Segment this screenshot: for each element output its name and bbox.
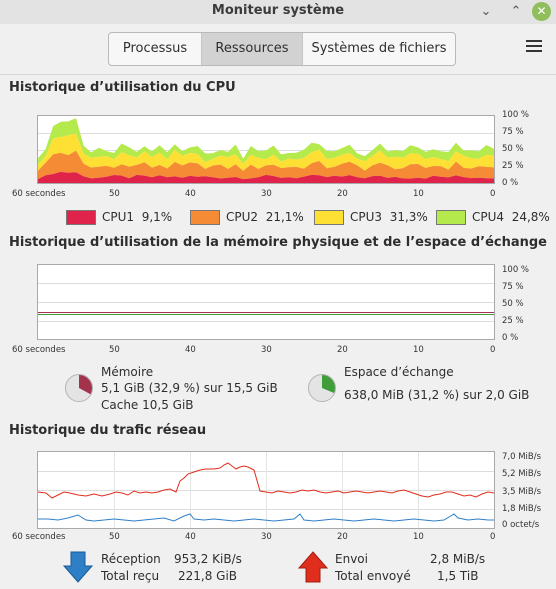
memory-y-tick: 25 % [502,316,524,326]
cpu3-color-swatch[interactable] [314,209,344,225]
total-received-label: Total reçu [101,569,160,583]
cpu-y-tick: 75 % [502,127,524,137]
tab-systemes-de-fichiers[interactable]: Systèmes de fichiers [311,41,447,56]
memory-y-tick: 0 % [502,333,519,343]
memory-y-tick: 50 % [502,299,524,309]
cpu-history-plot [38,118,494,183]
tab-processus[interactable]: Processus [109,33,202,65]
cpu-y-tick: 0 % [502,178,519,188]
hamburger-menu-icon[interactable] [526,40,542,54]
window-title: Moniteur système [211,3,345,18]
send-rate-line [38,462,494,499]
cpu4-legend[interactable]: CPU4 24,8% [436,208,550,226]
cpu-x-tick: 10 [413,189,424,199]
maximize-button[interactable]: ⌃ [510,4,522,19]
network-x-tick: 0 [490,532,496,542]
cpu2-color-swatch[interactable] [190,209,220,225]
receive-rate-line [38,513,494,522]
cpu4-color-swatch[interactable] [436,209,466,225]
network-y-tick: 3,5 MiB/s [502,487,542,497]
memory-pie-icon[interactable] [64,373,94,403]
network-y-tick: 5,2 MiB/s [502,469,542,479]
swap-pie-icon[interactable] [307,373,337,403]
memory-x-tick: 40 [185,345,196,355]
cpu1-color-swatch[interactable] [66,209,96,225]
memory-x-tick: 50 [109,345,120,355]
cpu2-value: 21,1% [265,210,304,224]
cpu2-area [38,150,494,180]
cpu-y-tick: 100 % [502,110,530,120]
receive-label: Réception [101,552,161,566]
network-x-tick: 20 [337,532,348,542]
network-y-tick: 0 octet/s [502,520,540,530]
send-arrow-icon[interactable] [298,551,328,583]
total-sent-value: 1,5 TiB [437,569,479,583]
total-sent-label: Total envoyé [335,569,411,583]
cpu1-legend[interactable]: CPU1 9,1% [66,208,172,226]
network-x-tick: 10 [413,532,424,542]
network-x-tick: 40 [185,532,196,542]
memory-x-tick: 10 [413,345,424,355]
cpu3-legend[interactable]: CPU3 31,3% [314,208,428,226]
network-history-plot [38,462,494,522]
network-y-tick: 1,8 MiB/s [502,504,542,514]
cpu-y-tick: 50 % [502,144,524,154]
memory-label: Mémoire [101,365,154,379]
network-y-tick: 7,0 MiB/s [502,452,542,462]
swap-label: Espace d’échange [344,365,454,379]
network-x-tick: 50 [109,532,120,542]
view-switcher: Processus Ressources Systèmes de fichier… [108,32,456,66]
network-x-tick: 60 secondes [12,532,66,542]
cpu-graph [37,115,495,184]
close-button[interactable]: ✕ [532,2,551,21]
memory-usage-line [38,312,494,313]
cpu-x-tick: 20 [337,189,348,199]
memory-x-tick: 60 secondes [12,345,66,355]
cpu-x-tick: 0 [490,189,496,199]
memory-y-tick: 100 % [502,265,530,275]
title-bar[interactable]: Moniteur système ⌄ ⌃ ✕ [0,0,556,24]
cpu-x-tick: 40 [185,189,196,199]
send-label: Envoi [335,552,368,566]
cpu-x-tick: 60 secondes [12,189,66,199]
total-received-value: 221,8 GiB [178,569,238,583]
cpu-y-tick: 25 % [502,161,524,171]
network-x-tick: 30 [261,532,272,542]
swap-usage-line [38,314,494,315]
cpu4-label: CPU4 [472,210,505,224]
minimize-button[interactable]: ⌄ [480,4,492,19]
receive-rate: 953,2 KiB/s [174,552,242,566]
header-separator [0,74,556,75]
cpu4-area [38,118,494,165]
swap-usage-text: 638,0 MiB (31,2 %) sur 2,0 GiB [344,388,530,402]
memory-graph [37,264,495,340]
receive-arrow-icon[interactable] [63,551,93,583]
cpu3-value: 31,3% [389,210,428,224]
cpu3-label: CPU3 [350,210,383,224]
cpu-x-tick: 30 [261,189,272,199]
cpu4-value: 24,8% [511,210,550,224]
memory-usage-text: 5,1 GiB (32,9 %) sur 15,5 GiB [101,381,278,395]
network-graph [37,451,495,529]
cpu1-area [38,171,494,183]
cpu2-legend[interactable]: CPU2 21,1% [190,208,304,226]
memory-x-tick: 20 [337,345,348,355]
cpu1-value: 9,1% [141,210,173,224]
cpu2-label: CPU2 [226,210,259,224]
cpu-x-tick: 50 [109,189,120,199]
memory-section-title: Historique d’utilisation de la mémoire p… [9,235,548,250]
tab-ressources[interactable]: Ressources [202,33,303,65]
network-section-title: Historique du trafic réseau [9,423,207,438]
memory-x-tick: 30 [261,345,272,355]
memory-x-tick: 0 [490,345,496,355]
cpu1-label: CPU1 [102,210,135,224]
memory-y-tick: 75 % [502,282,524,292]
cpu-section-title: Historique d’utilisation du CPU [9,80,236,95]
cpu3-area [38,133,494,171]
memory-cache-text: Cache 10,5 GiB [101,398,194,412]
send-rate: 2,8 MiB/s [430,552,486,566]
